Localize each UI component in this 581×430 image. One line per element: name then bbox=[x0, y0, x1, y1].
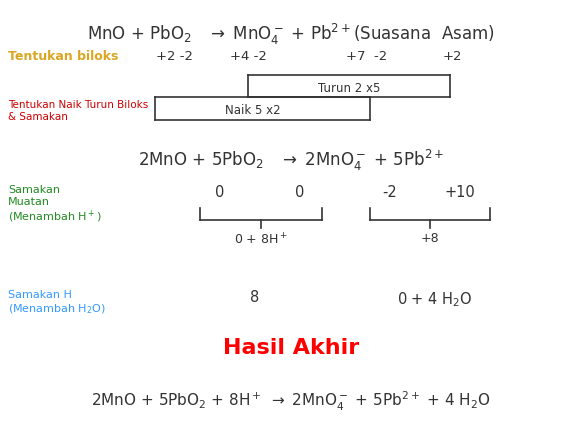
Text: 0 + 4 H$_2$O: 0 + 4 H$_2$O bbox=[397, 290, 473, 309]
Text: +2: +2 bbox=[442, 50, 462, 63]
Text: +8: +8 bbox=[421, 232, 439, 245]
Text: Samakan
Muatan
(Menambah H$^+$): Samakan Muatan (Menambah H$^+$) bbox=[8, 185, 102, 225]
Text: Tentukan biloks: Tentukan biloks bbox=[8, 50, 119, 63]
Text: 0: 0 bbox=[216, 185, 225, 200]
Text: Naik 5 x2: Naik 5 x2 bbox=[225, 104, 280, 117]
Text: Hasil Akhir: Hasil Akhir bbox=[223, 338, 359, 358]
Text: 0: 0 bbox=[295, 185, 304, 200]
Text: Turun 2 x5: Turun 2 x5 bbox=[318, 82, 380, 95]
Text: +2 -2: +2 -2 bbox=[156, 50, 193, 63]
Text: 2MnO + 5PbO$_2$ + 8H$^+$ $\rightarrow$ 2MnO$_4^-$ + 5Pb$^{2+}$ + 4 H$_2$O: 2MnO + 5PbO$_2$ + 8H$^+$ $\rightarrow$ 2… bbox=[91, 390, 491, 413]
Text: +4 -2: +4 -2 bbox=[229, 50, 267, 63]
Text: 8: 8 bbox=[250, 290, 260, 305]
Text: Samakan H
(Menambah H$_2$O): Samakan H (Menambah H$_2$O) bbox=[8, 290, 106, 316]
Text: -2: -2 bbox=[383, 185, 397, 200]
Text: Tentukan Naik Turun Biloks
& Samakan: Tentukan Naik Turun Biloks & Samakan bbox=[8, 100, 148, 122]
Text: 2MnO + 5PbO$_2$   $\rightarrow$ 2MnO$_4^-$ + 5Pb$^{2+}$: 2MnO + 5PbO$_2$ $\rightarrow$ 2MnO$_4^-$… bbox=[138, 148, 444, 173]
Text: +10: +10 bbox=[444, 185, 475, 200]
Text: +7  -2: +7 -2 bbox=[346, 50, 388, 63]
Text: MnO + PbO$_2$   $\rightarrow$ MnO$_4^-$ + Pb$^{2+}$(Suasana  Asam): MnO + PbO$_2$ $\rightarrow$ MnO$_4^-$ + … bbox=[87, 22, 495, 47]
Text: 0 + 8H$^+$: 0 + 8H$^+$ bbox=[234, 232, 288, 247]
